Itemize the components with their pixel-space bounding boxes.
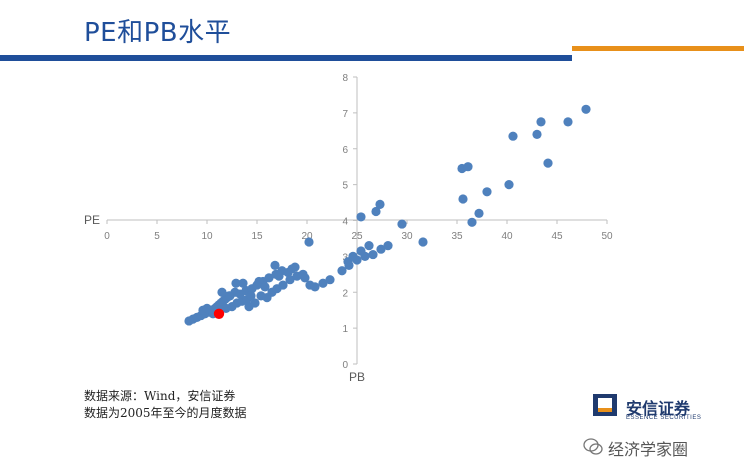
data-point [458, 194, 468, 204]
data-point [375, 199, 385, 209]
data-point [300, 273, 310, 283]
x-tick-label: 25 [351, 231, 363, 242]
data-point [383, 241, 393, 251]
x-tick-labels: 0 5 10 15 20 25 30 35 40 45 50 [104, 231, 613, 242]
y-tick-label: 2 [342, 288, 348, 299]
y-tick-label: 6 [342, 145, 348, 156]
company-logo: 安信证券 ESSENCE SECURITIES [592, 393, 732, 425]
data-point [532, 129, 542, 139]
x-axis-label: PE [84, 213, 100, 227]
data-point [287, 264, 297, 274]
y-tick-labels: 0 1 2 3 4 5 6 7 8 [342, 73, 348, 371]
y-tick-label: 1 [342, 324, 348, 335]
data-point [270, 260, 280, 270]
page-title: PE和PB水平 [84, 18, 232, 48]
data-point [304, 237, 314, 247]
data-point [238, 278, 248, 288]
data-point [260, 282, 270, 292]
data-point [231, 278, 241, 288]
y-tick-label: 0 [342, 360, 348, 371]
x-tick-label: 5 [154, 231, 160, 242]
data-point [225, 291, 235, 301]
data-point [202, 303, 212, 313]
data-point [371, 206, 381, 217]
data-point [467, 217, 477, 227]
data-point [474, 208, 484, 218]
data-point [274, 271, 284, 281]
data-point [343, 257, 353, 267]
x-tick-label: 20 [301, 231, 313, 242]
data-point [376, 244, 386, 254]
data-point [463, 162, 473, 172]
data-point [325, 275, 335, 285]
data-point [504, 180, 514, 190]
data-point [563, 117, 573, 127]
data-point [368, 249, 378, 260]
y-axis-label: PB [349, 370, 365, 384]
data-point [246, 291, 256, 301]
source-note: 数据来源：Wind，安信证券 数据为2005年至今的月度数据 [84, 388, 247, 422]
y-tick-label: 3 [342, 252, 348, 263]
data-point [278, 280, 288, 290]
x-tick-label: 40 [501, 231, 513, 242]
data-point [581, 104, 591, 114]
data-point [217, 287, 227, 297]
logo-mark-icon [593, 394, 617, 416]
data-point [356, 212, 366, 222]
x-tick-label: 35 [451, 231, 463, 242]
data-point [482, 187, 492, 197]
x-tick-label: 45 [551, 231, 563, 242]
x-tick-label: 10 [201, 231, 213, 242]
title-underline-bar [0, 55, 572, 61]
data-point [318, 278, 328, 288]
y-tick-label: 8 [342, 73, 348, 84]
chart-axes [106, 76, 608, 365]
logo-text: 安信证券 [626, 399, 691, 418]
data-point [250, 298, 260, 308]
y-tick-label: 7 [342, 109, 348, 120]
x-tick-label: 15 [251, 231, 263, 242]
data-point [285, 275, 295, 285]
data-point [356, 246, 366, 256]
data-point [337, 266, 347, 276]
data-point [364, 241, 374, 251]
data-points [184, 104, 591, 326]
data-point [397, 219, 407, 229]
y-tick-label: 4 [342, 217, 348, 228]
x-tick-label: 30 [401, 231, 413, 242]
data-point [254, 276, 264, 287]
data-point [418, 237, 428, 247]
source-line-1: 数据来源：Wind，安信证券 [84, 389, 236, 403]
logo-subtitle: ESSENCE SECURITIES [626, 415, 702, 421]
data-point [543, 158, 553, 168]
y-tick-label: 5 [342, 181, 348, 192]
accent-bar [572, 46, 744, 51]
x-tick-label: 0 [104, 231, 110, 242]
x-tick-label: 50 [601, 231, 613, 242]
data-point [536, 117, 546, 127]
watermark-text: 经济学家圈 [608, 440, 689, 459]
source-line-2: 数据为2005年至今的月度数据 [84, 406, 247, 420]
data-point [264, 273, 274, 283]
data-point [310, 282, 320, 292]
wechat-icon [583, 438, 603, 455]
highlight-point [213, 308, 225, 319]
data-point [508, 131, 518, 141]
